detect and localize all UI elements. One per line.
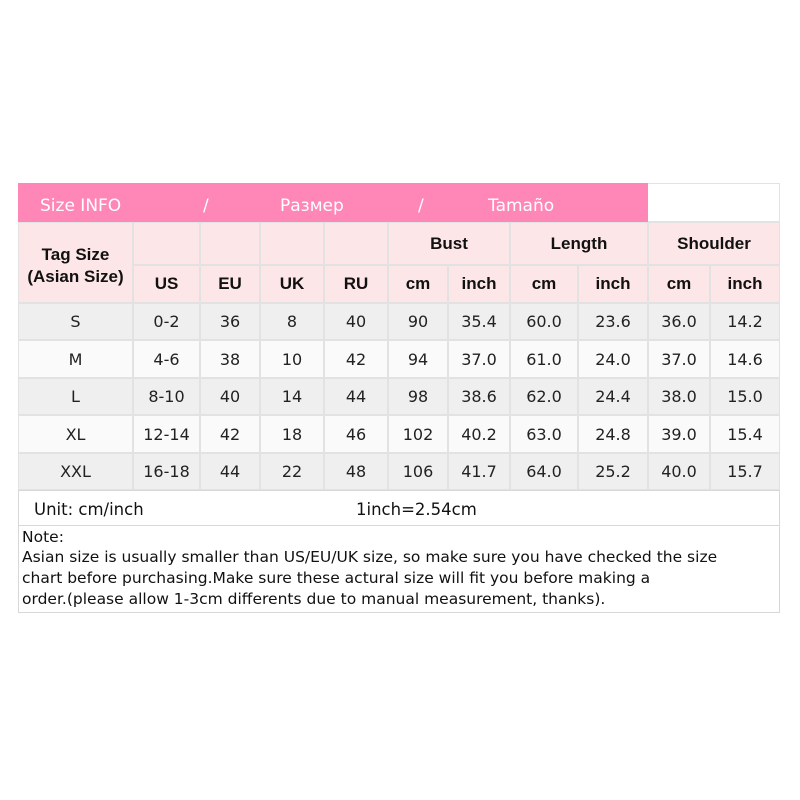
table-cell: 35.4 — [448, 303, 510, 340]
title-text: Tamaño — [488, 196, 555, 216]
table-cell: 64.0 — [510, 453, 578, 490]
table-cell: S — [18, 303, 133, 340]
conversion-text: 1inch=2.54cm — [356, 500, 477, 519]
table-cell: XXL — [18, 453, 133, 490]
title-bar — [18, 183, 648, 222]
table-cell: 41.7 — [448, 453, 510, 490]
table-cell: 25.2 — [578, 453, 648, 490]
header-cell: Tag Size (Asian Size) — [18, 222, 133, 303]
divider — [18, 525, 780, 526]
sub-header: cm — [510, 265, 578, 303]
title-text: / — [418, 196, 424, 216]
table-cell: 39.0 — [648, 415, 710, 453]
table-cell: 36 — [200, 303, 260, 340]
header-text: Tag Size — [41, 244, 110, 264]
table-cell: XL — [18, 415, 133, 453]
table-cell: 14.6 — [710, 340, 780, 378]
table-cell: 40.0 — [648, 453, 710, 490]
table-cell: 15.4 — [710, 415, 780, 453]
table-cell: 40 — [200, 378, 260, 415]
table-cell: 24.4 — [578, 378, 648, 415]
sub-header: cm — [648, 265, 710, 303]
header-cell: UK — [260, 265, 324, 303]
title-text: Size INFO — [40, 196, 122, 216]
header-cell — [133, 222, 200, 265]
table-cell: 102 — [388, 415, 448, 453]
table-cell: 106 — [388, 453, 448, 490]
table-cell: L — [18, 378, 133, 415]
table-cell: 18 — [260, 415, 324, 453]
table-cell: 24.8 — [578, 415, 648, 453]
table-cell: 44 — [200, 453, 260, 490]
table-cell: 38.0 — [648, 378, 710, 415]
table-cell: 40 — [324, 303, 388, 340]
table-cell: 14.2 — [710, 303, 780, 340]
table-cell: 42 — [200, 415, 260, 453]
table-cell: 8-10 — [133, 378, 200, 415]
table-cell: 12-14 — [133, 415, 200, 453]
note-line: Asian size is usually smaller than US/EU… — [22, 548, 718, 566]
title-blank — [648, 183, 780, 222]
header-cell — [200, 222, 260, 265]
table-cell: 38 — [200, 340, 260, 378]
table-cell: 4-6 — [133, 340, 200, 378]
title-text: / — [203, 196, 209, 216]
group-header: Length — [510, 222, 648, 265]
note-line: order.(please allow 1-3cm differents due… — [22, 590, 606, 608]
table-cell: 0-2 — [133, 303, 200, 340]
table-cell: 98 — [388, 378, 448, 415]
table-cell: 37.0 — [448, 340, 510, 378]
title-text: Размер — [280, 196, 344, 216]
table-cell: 23.6 — [578, 303, 648, 340]
header-cell: US — [133, 265, 200, 303]
table-cell: 60.0 — [510, 303, 578, 340]
table-cell: 44 — [324, 378, 388, 415]
sub-header: inch — [710, 265, 780, 303]
table-cell: 22 — [260, 453, 324, 490]
table-cell: 48 — [324, 453, 388, 490]
sub-header: inch — [578, 265, 648, 303]
sub-header: cm — [388, 265, 448, 303]
table-cell: 37.0 — [648, 340, 710, 378]
table-cell: 94 — [388, 340, 448, 378]
table-cell: 16-18 — [133, 453, 200, 490]
table-cell: 42 — [324, 340, 388, 378]
unit-text: Unit: cm/inch — [34, 500, 144, 519]
footer-box — [18, 490, 780, 613]
table-cell: 63.0 — [510, 415, 578, 453]
table-cell: 14 — [260, 378, 324, 415]
note-line: chart before purchasing.Make sure these … — [22, 569, 651, 587]
table-cell: 15.0 — [710, 378, 780, 415]
sub-header: inch — [448, 265, 510, 303]
table-cell: 10 — [260, 340, 324, 378]
table-cell: M — [18, 340, 133, 378]
group-header: Shoulder — [648, 222, 780, 265]
group-header: Bust — [388, 222, 510, 265]
table-cell: 15.7 — [710, 453, 780, 490]
table-cell: 24.0 — [578, 340, 648, 378]
header-cell: EU — [200, 265, 260, 303]
table-cell: 62.0 — [510, 378, 578, 415]
table-cell: 90 — [388, 303, 448, 340]
table-cell: 36.0 — [648, 303, 710, 340]
table-cell: 8 — [260, 303, 324, 340]
header-cell — [260, 222, 324, 265]
table-cell: 40.2 — [448, 415, 510, 453]
header-cell — [324, 222, 388, 265]
table-cell: 38.6 — [448, 378, 510, 415]
table-cell: 46 — [324, 415, 388, 453]
header-cell: RU — [324, 265, 388, 303]
header-text: (Asian Size) — [27, 266, 124, 286]
table-cell: 61.0 — [510, 340, 578, 378]
note-title: Note: — [22, 528, 64, 546]
